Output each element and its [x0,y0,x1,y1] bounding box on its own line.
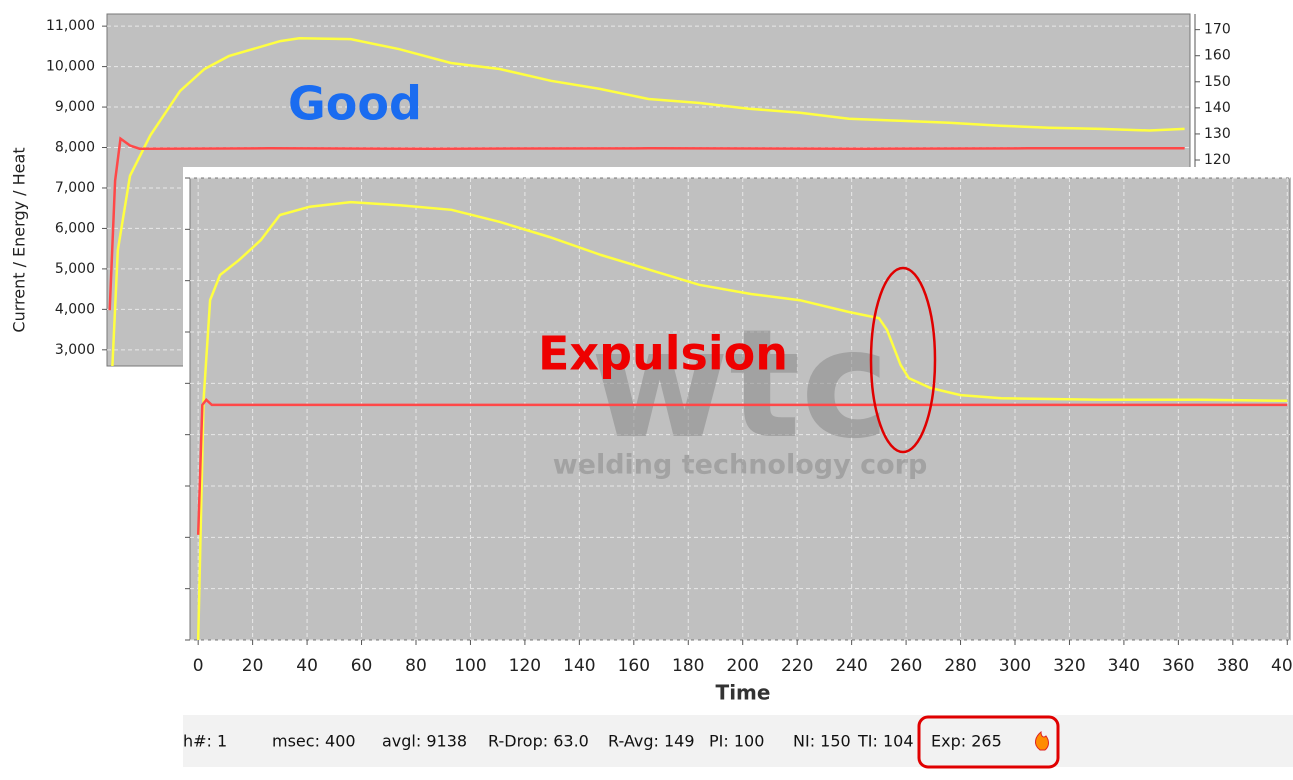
y-tick-label: 6,000 [55,220,95,236]
annotation: Expulsion [538,327,788,381]
y-tick-label: 11,000 [46,18,95,34]
y-tick-label: 3,000 [55,342,95,358]
status-item: NI: 150 [793,732,851,751]
status-bar [183,715,1293,767]
x-tick-label: 260 [890,656,922,676]
x-tick-label: 280 [944,656,976,676]
x-tick-label: 300 [999,656,1031,676]
status-item: TI: 104 [857,732,914,751]
flame-icon [1034,730,1049,751]
x-tick-label: 220 [781,656,813,676]
x-tick-label: 60 [351,656,373,676]
plot-area [189,177,1291,641]
y-tick-label: 4,000 [55,301,95,317]
annotation: Good [288,77,422,131]
x-tick-label: 340 [1108,656,1140,676]
x-axis-label: Time [716,681,771,705]
y2-tick-label: 130 [1204,126,1231,142]
watermark-logo: wtc [590,298,889,472]
x-tick-label: 380 [1217,656,1249,676]
watermark-text: welding technology corp [553,450,928,481]
x-tick-label: 80 [405,656,427,676]
x-tick-label: 160 [618,656,650,676]
x-tick-label: 240 [835,656,867,676]
y-axis-label: Current / Energy / Heat [10,147,29,332]
y-tick-label: 5,000 [55,261,95,277]
y2-tick-label: 170 [1204,22,1231,38]
y2-tick-label: 140 [1204,100,1231,116]
x-tick-label: 0 [193,656,204,676]
x-tick-label: 400 [1271,656,1293,676]
x-tick-label: 180 [672,656,704,676]
y-tick-label: 7,000 [55,180,95,196]
status-items: h#: 1 msec: 400 avgl: 9138 R-Drop: 63.0 R-Av… [183,732,1002,751]
x-tick-label: 40 [296,656,318,676]
data-line [108,136,1185,311]
y-tick-label: 9,000 [55,99,95,115]
data-line [196,200,1288,641]
x-tick-label: 360 [1162,656,1194,676]
x-tick-label: 100 [454,656,486,676]
x-tick-label: 20 [242,656,264,676]
highlight-ellipse [869,266,937,454]
data-line [111,37,1185,367]
highlight-box [917,715,1060,769]
y-tick-label: 8,000 [55,140,95,156]
x-tick-label: 140 [563,656,595,676]
x-tick-label: 200 [726,656,758,676]
status-item: h#: 1 [183,732,227,751]
y2-tick-label: 150 [1204,74,1231,90]
status-item: R-Drop: 63.0 [488,732,589,751]
expulsion-chart: 0 20 40 60 80 100 120 140 160 180 200 220 240 260 280 3… [185,177,1293,705]
x-tick-label: 320 [1053,656,1085,676]
status-item: PI: 100 [709,732,764,751]
y2-tick-label: 160 [1204,48,1231,64]
status-item: msec: 400 [272,732,356,751]
status-item: R-Avg: 149 [608,732,695,751]
y2-tick-label: 120 [1204,152,1231,168]
status-item: Exp: 265 [931,732,1002,751]
status-item: avgl: 9138 [382,732,467,751]
y-tick-label: 10,000 [46,59,95,75]
data-line [196,397,1288,535]
x-tick-label: 120 [509,656,541,676]
